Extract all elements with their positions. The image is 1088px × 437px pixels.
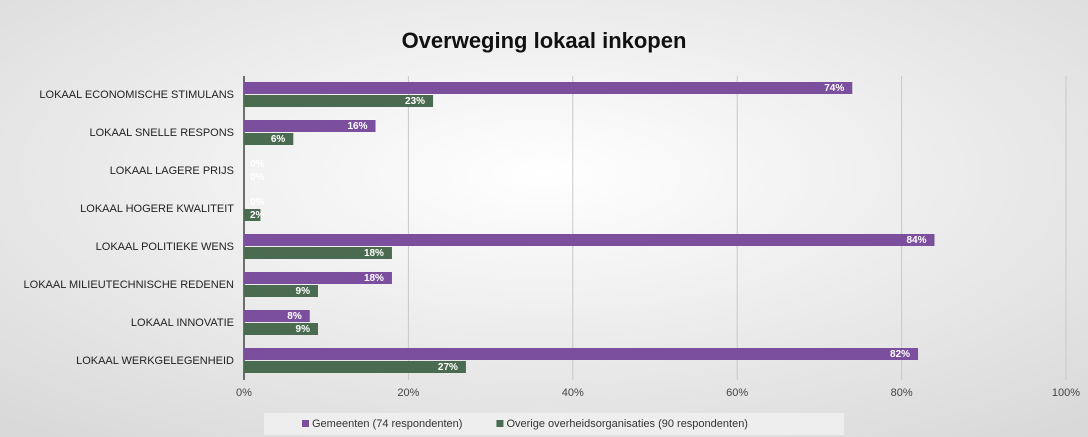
bar	[244, 209, 261, 221]
y-tick-label: LOKAAL POLITIEKE WENS	[96, 241, 234, 253]
y-tick-label: LOKAAL ECONOMISCHE STIMULANS	[39, 89, 234, 101]
bar	[244, 133, 294, 145]
bar	[244, 272, 392, 284]
x-tick-label: 20%	[397, 387, 419, 399]
x-tick-label: 100%	[1052, 387, 1080, 399]
x-tick-label: 0%	[236, 387, 252, 399]
x-tick-label: 40%	[562, 387, 584, 399]
data-label: 0%	[250, 172, 265, 183]
data-label: 9%	[296, 324, 311, 335]
chart-title: Overweging lokaal inkopen	[402, 28, 687, 53]
y-tick-label: LOKAAL MILIEUTECHNISCHE REDENEN	[24, 279, 235, 291]
data-label: 84%	[906, 235, 926, 246]
bar	[244, 361, 466, 373]
y-tick-label: LOKAAL HOGERE KWALITEIT	[80, 203, 234, 215]
legend-swatch	[496, 420, 504, 427]
y-tick-label: LOKAAL SNELLE RESPONS	[90, 127, 235, 139]
data-label: 16%	[348, 121, 368, 132]
bar	[244, 120, 376, 132]
data-label: 82%	[890, 349, 910, 360]
bar	[244, 310, 310, 322]
data-label: 18%	[364, 248, 384, 259]
legend-swatch	[302, 420, 309, 427]
bar	[244, 348, 919, 360]
data-label: 2%	[250, 210, 265, 221]
legend-label: Gemeenten (74 respondenten)	[312, 418, 462, 430]
data-label: 18%	[364, 273, 384, 284]
data-label: 0%	[250, 197, 265, 208]
data-label: 0%	[250, 159, 265, 170]
data-label: 74%	[824, 83, 844, 94]
bar	[244, 82, 853, 94]
x-tick-label: 80%	[891, 387, 913, 399]
data-label: 23%	[405, 96, 425, 107]
bar	[244, 247, 392, 259]
data-label: 9%	[296, 286, 311, 297]
data-label: 6%	[271, 134, 286, 145]
y-tick-label: LOKAAL INNOVATIE	[131, 317, 234, 329]
data-label: 8%	[287, 311, 302, 322]
y-tick-label: LOKAAL WERKGELEGENHEID	[76, 355, 234, 367]
bar	[244, 323, 318, 335]
x-tick-label: 60%	[726, 387, 748, 399]
data-label: 27%	[438, 362, 458, 373]
legend-label: Overige overheidsorganisaties (90 respon…	[506, 418, 748, 430]
legend-box	[264, 413, 844, 435]
bar	[244, 285, 318, 297]
bar	[244, 234, 935, 246]
bar	[244, 95, 434, 107]
y-tick-label: LOKAAL LAGERE PRIJS	[110, 165, 234, 177]
